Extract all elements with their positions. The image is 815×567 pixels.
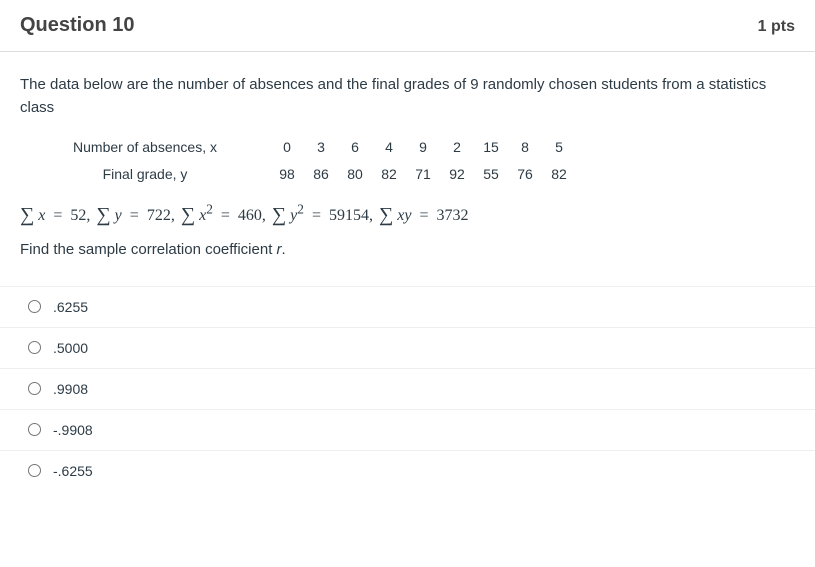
cell: 82 (372, 164, 406, 185)
row-label: Number of absences, x (20, 137, 270, 158)
cell: 76 (508, 164, 542, 185)
row-cells: 0 3 6 4 9 2 15 8 5 (270, 137, 576, 158)
question-header: Question 10 1 pts (0, 0, 815, 52)
sum-xy: ∑ xy = 3732 (379, 199, 469, 229)
option-label: -.9908 (53, 422, 93, 438)
radio-input[interactable] (28, 300, 41, 313)
cell: 5 (542, 137, 576, 158)
find-instruction: Find the sample correlation coefficient … (20, 239, 795, 262)
question-container: Question 10 1 pts The data below are the… (0, 0, 815, 491)
cell: 9 (406, 137, 440, 158)
cell: 8 (508, 137, 542, 158)
answer-option[interactable]: .6255 (0, 286, 815, 327)
summation-line: ∑ x = 52, ∑ y = 722, ∑ x2 = 460, ∑ y2 = … (20, 199, 795, 229)
sum-x2: ∑ x2 = 460, (181, 199, 266, 229)
answer-option[interactable]: -.9908 (0, 409, 815, 450)
cell: 80 (338, 164, 372, 185)
question-title: Question 10 (20, 14, 134, 37)
option-label: .9908 (53, 381, 88, 397)
radio-input[interactable] (28, 464, 41, 477)
sum-y2: ∑ y2 = 59154, (272, 199, 373, 229)
cell: 71 (406, 164, 440, 185)
cell: 15 (474, 137, 508, 158)
option-label: -.6255 (53, 463, 93, 479)
find-post: . (282, 241, 286, 258)
table-row: Number of absences, x 0 3 6 4 9 2 15 8 5 (20, 137, 795, 158)
question-points: 1 pts (758, 18, 795, 36)
cell: 6 (338, 137, 372, 158)
cell: 0 (270, 137, 304, 158)
data-table: Number of absences, x 0 3 6 4 9 2 15 8 5… (20, 137, 795, 185)
question-body: The data below are the number of absence… (0, 52, 815, 286)
cell: 3 (304, 137, 338, 158)
answer-option[interactable]: -.6255 (0, 450, 815, 491)
row-cells: 98 86 80 82 71 92 55 76 82 (270, 164, 576, 185)
question-intro: The data below are the number of absence… (20, 74, 795, 119)
cell: 4 (372, 137, 406, 158)
answer-option[interactable]: .9908 (0, 368, 815, 409)
radio-input[interactable] (28, 341, 41, 354)
sum-x: ∑ x = 52, (20, 199, 90, 229)
cell: 98 (270, 164, 304, 185)
answer-options: .6255 .5000 .9908 -.9908 -.6255 (0, 286, 815, 491)
cell: 2 (440, 137, 474, 158)
option-label: .5000 (53, 340, 88, 356)
radio-input[interactable] (28, 423, 41, 436)
answer-option[interactable]: .5000 (0, 327, 815, 368)
find-pre: Find the sample correlation coefficient (20, 241, 277, 258)
row-label: Final grade, y (20, 164, 270, 185)
cell: 86 (304, 164, 338, 185)
table-row: Final grade, y 98 86 80 82 71 92 55 76 8… (20, 164, 795, 185)
radio-input[interactable] (28, 382, 41, 395)
cell: 55 (474, 164, 508, 185)
cell: 92 (440, 164, 474, 185)
cell: 82 (542, 164, 576, 185)
option-label: .6255 (53, 299, 88, 315)
sum-y: ∑ y = 722, (96, 199, 174, 229)
